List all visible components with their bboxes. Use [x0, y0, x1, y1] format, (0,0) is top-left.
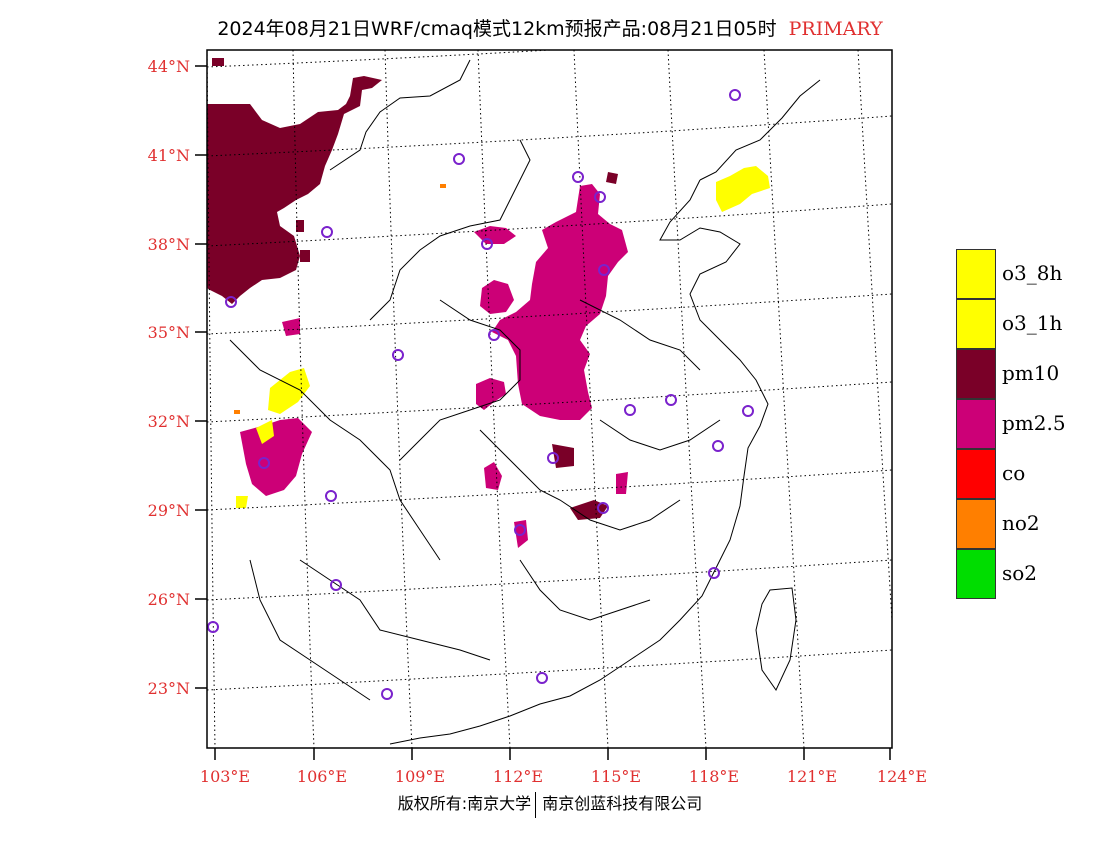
legend-swatch-so2	[956, 549, 996, 599]
pm25-region-central	[484, 462, 502, 490]
lon-label-106: 106°E	[297, 767, 347, 786]
o3-region-gansu	[268, 368, 310, 414]
lat-label-38: 38°N	[148, 235, 190, 254]
legend-label-pm25: pm2.5	[1002, 411, 1066, 435]
lat-label-29: 29°N	[148, 501, 190, 520]
legend-swatch-o3-8h	[956, 249, 996, 299]
lon-label-124: 124°E	[877, 767, 927, 786]
copyright-footer: 版权所有:南京大学 南京创蓝科技有限公司	[0, 790, 1100, 818]
primary-tag: PRIMARY	[788, 18, 883, 40]
map-frame	[206, 49, 893, 749]
legend-swatch-no2	[956, 499, 996, 549]
legend-swatch-pm10	[956, 349, 996, 399]
graticule	[207, 50, 892, 748]
title-text: 2024年08月21日WRF/cmaq模式12km预报产品:08月21日05时	[217, 18, 777, 40]
legend-label-o3-8h: o3_8h	[1002, 261, 1063, 285]
pm10-region-northwest	[207, 76, 382, 304]
lon-ticks	[214, 748, 891, 760]
legend-swatch-co	[956, 449, 996, 499]
o3-region-yunnan	[236, 496, 248, 508]
pm25-region-beijing	[474, 226, 516, 244]
station-markers	[207, 89, 754, 700]
legend-item-o3-8h: o3_8h	[956, 249, 1080, 299]
pm10-speck-4	[552, 444, 574, 468]
boundaries	[229, 59, 821, 745]
legend-swatch-o3-1h	[956, 299, 996, 349]
legend-label-so2: so2	[1002, 561, 1038, 585]
legend-item-pm25: pm2.5	[956, 399, 1080, 449]
lat-label-44: 44°N	[148, 57, 190, 76]
pm25-region-shanxi	[480, 280, 514, 314]
lat-label-26: 26°N	[148, 590, 190, 609]
legend-item-so2: so2	[956, 549, 1080, 599]
pm25-region-shaanxi	[476, 378, 506, 410]
legend-item-co: co	[956, 449, 1080, 499]
pm25-region-jiangxi	[616, 472, 628, 494]
lat-label-32: 32°N	[148, 412, 190, 431]
pm25-region-north-china	[492, 184, 628, 420]
lat-label-35: 35°N	[148, 323, 190, 342]
lon-label-121: 121°E	[787, 767, 837, 786]
lon-label-118: 118°E	[689, 767, 739, 786]
copyright-right: 南京创蓝科技有限公司	[542, 794, 703, 813]
lat-label-41: 41°N	[148, 146, 190, 165]
no2-speck-1	[440, 184, 446, 188]
map-content	[207, 50, 892, 748]
pm10-speck-1	[212, 58, 224, 66]
lon-label-103: 103°E	[200, 767, 250, 786]
copyright-left: 版权所有:南京大学	[397, 794, 532, 813]
legend-label-co: co	[1002, 461, 1026, 485]
legend-item-o3-1h: o3_1h	[956, 299, 1080, 349]
lon-label-109: 109°E	[395, 767, 445, 786]
lat-label-23: 23°N	[148, 679, 190, 698]
pm10-speck-6	[606, 172, 618, 184]
legend-label-o3-1h: o3_1h	[1002, 311, 1063, 335]
legend-item-no2: no2	[956, 499, 1080, 549]
o3-region-liaoning	[716, 166, 770, 212]
legend-item-pm10: pm10	[956, 349, 1080, 399]
lat-ticks	[195, 65, 207, 689]
lon-label-112: 112°E	[493, 767, 543, 786]
pm10-speck-3	[300, 250, 310, 262]
no2-speck-2	[234, 410, 240, 414]
pollutant-legend: o3_8h o3_1h pm10 pm2.5 co no2 so2	[956, 249, 1080, 599]
legend-label-pm10: pm10	[1002, 361, 1060, 385]
map-title: 2024年08月21日WRF/cmaq模式12km预报产品:08月21日05时 P…	[0, 14, 1100, 41]
pm25-region-gansu	[282, 318, 300, 336]
lon-label-115: 115°E	[591, 767, 641, 786]
pm10-speck-2	[296, 220, 304, 232]
legend-swatch-pm25	[956, 399, 996, 449]
legend-label-no2: no2	[1002, 511, 1040, 535]
o3-region-sichuan	[256, 420, 274, 444]
pm25-region-sichuan	[240, 418, 312, 496]
footer-separator	[535, 791, 537, 818]
